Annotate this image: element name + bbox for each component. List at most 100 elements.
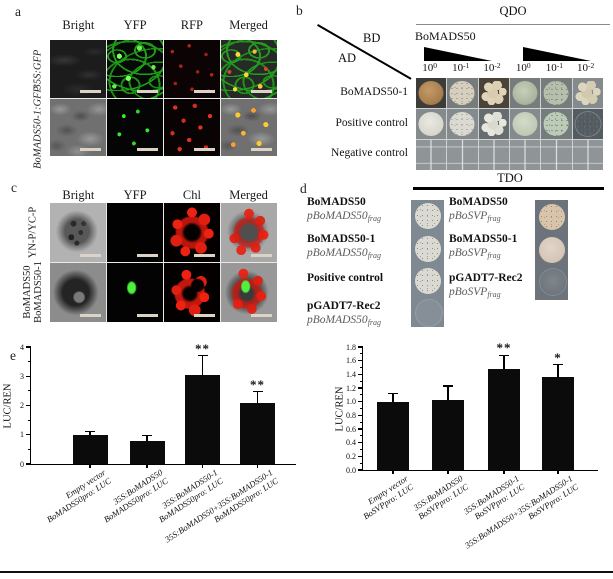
yeast-plate-cell bbox=[541, 109, 572, 139]
yeast-colony-pink-solid bbox=[538, 237, 565, 263]
plasmid-label: pBoSVPfrag bbox=[449, 209, 501, 224]
scale-bar bbox=[194, 89, 215, 93]
y-axis-minor-tick bbox=[360, 462, 363, 464]
y-tick-label: 0.6 bbox=[346, 424, 356, 434]
yeast-plate-cell bbox=[416, 140, 447, 170]
error-bar-line bbox=[146, 435, 148, 441]
y-tick-label: 1.4 bbox=[346, 369, 356, 379]
bar bbox=[72, 434, 108, 465]
plasmid-label: pBoMADS50frag bbox=[307, 246, 382, 261]
significance-label: ** bbox=[250, 376, 265, 392]
y-tick-label: 0.2 bbox=[346, 451, 356, 461]
column-header: RFP bbox=[180, 18, 204, 32]
media-label-qdo: QDO bbox=[499, 4, 527, 18]
bar bbox=[240, 402, 275, 464]
scale-bar bbox=[251, 148, 272, 151]
column-header: Bright bbox=[62, 188, 95, 202]
micro-image-rfp-dots bbox=[164, 98, 220, 156]
error-bar-line bbox=[557, 364, 559, 378]
y-tick-label: 1 bbox=[20, 430, 24, 440]
yeast-colony-pale-clumps bbox=[575, 81, 601, 105]
yeast-colony-dark-faint bbox=[538, 268, 567, 296]
error-bar-cap bbox=[443, 385, 453, 387]
tdo-underline bbox=[413, 187, 604, 190]
scale-bar bbox=[251, 254, 272, 257]
yeast-colony-white-solid bbox=[418, 112, 444, 136]
ad-label: AD bbox=[338, 51, 357, 65]
y-axis-minor-tick bbox=[28, 419, 31, 421]
row-label-line: BoMADS50 bbox=[22, 265, 33, 319]
construct-name-label: BoMADS50-1 bbox=[449, 233, 518, 245]
yeast-colony-green-speckled bbox=[543, 81, 569, 105]
plasmid-label: pBoSVPfrag bbox=[449, 285, 501, 300]
dilution-label: 10-1 bbox=[545, 60, 564, 75]
plasmid-label: pBoSVPfrag bbox=[449, 246, 501, 261]
error-bar-line bbox=[447, 386, 449, 400]
micro-image-cblack bbox=[107, 203, 163, 262]
column-header: YFP bbox=[123, 188, 147, 202]
micro-image-grid bbox=[50, 203, 277, 322]
yeast-plate-cell bbox=[541, 140, 572, 170]
y-tick-label: 0.4 bbox=[346, 438, 356, 448]
bar bbox=[185, 374, 220, 464]
y-axis-minor-tick bbox=[360, 367, 363, 368]
yeast-colony-green-solid bbox=[512, 81, 538, 105]
column-header: Merged bbox=[229, 188, 268, 202]
yeast-strip bbox=[411, 200, 444, 327]
yeast-colony-palegreen-solid bbox=[512, 112, 538, 136]
yeast-plate-cell bbox=[572, 78, 603, 108]
error-bar-line bbox=[89, 431, 91, 435]
yeast-colony-ghost bbox=[414, 299, 443, 327]
y-tick-label: 0 bbox=[20, 459, 24, 469]
dilution-label: 100 bbox=[422, 60, 437, 75]
yeast-plate-cell bbox=[478, 78, 509, 108]
bar bbox=[377, 401, 409, 470]
y-axis-tick bbox=[26, 463, 31, 465]
x-axis-tick bbox=[557, 470, 559, 474]
y-axis-label: LUC/REN bbox=[333, 386, 345, 431]
figure-bottom-rule bbox=[0, 571, 613, 573]
panel-d-letter: d bbox=[300, 181, 307, 196]
scale-bar bbox=[137, 89, 158, 93]
column-header: Merged bbox=[229, 18, 268, 32]
scale-bar bbox=[194, 148, 215, 151]
x-axis-tick bbox=[201, 464, 204, 468]
x-axis-tick bbox=[256, 464, 259, 468]
dilution-label: 10-1 bbox=[452, 60, 470, 75]
micro-image-bright-dark bbox=[50, 40, 106, 98]
construct-name-label: BoMADS50 bbox=[307, 196, 366, 208]
yeast-plate-cell bbox=[541, 78, 572, 108]
plasmid-label: pBoMADS50frag bbox=[307, 313, 382, 328]
yeast-colony-faint-ring bbox=[574, 111, 602, 137]
bar bbox=[432, 399, 464, 470]
row-label-line: BoMADS50-1 bbox=[33, 261, 44, 324]
panel-a-letter: a bbox=[15, 4, 21, 19]
micro-image-grid bbox=[50, 40, 277, 156]
bar bbox=[488, 368, 520, 470]
qdo-underline bbox=[416, 24, 610, 25]
micro-image-merged-network bbox=[221, 40, 277, 98]
micro-image-cchl1 bbox=[164, 203, 220, 262]
error-bar-cap bbox=[388, 392, 398, 395]
scale-bar bbox=[137, 314, 158, 317]
error-bar-cap bbox=[85, 431, 95, 433]
micro-image-cchl2 bbox=[164, 263, 220, 322]
y-axis-tick bbox=[358, 442, 363, 444]
significance-label: * bbox=[554, 349, 562, 365]
scale-bar bbox=[194, 314, 215, 317]
y-axis-minor-tick bbox=[28, 448, 31, 450]
micro-image-yfp-network bbox=[107, 40, 163, 98]
scale-bar bbox=[80, 254, 101, 257]
yeast-colony-cream-speckled bbox=[449, 81, 475, 105]
error-bar-line bbox=[392, 393, 394, 402]
y-tick-label: 3 bbox=[20, 371, 24, 381]
bar-chart: 0.0 0.2 0.4 0.6 0.8 1.0 1.2 1.4 1.6 1.8 LUC/REN Emp… bbox=[334, 340, 598, 550]
micro-image-merged-dots bbox=[221, 98, 277, 156]
plasmid-label: pBoMADS50frag bbox=[307, 209, 382, 224]
yeast-colony-white-speckled bbox=[414, 268, 441, 294]
significance-label: ** bbox=[195, 340, 210, 356]
dilution-gradient-triangle bbox=[424, 47, 492, 61]
yeast-plate-cell bbox=[478, 140, 509, 170]
x-axis-tick bbox=[447, 470, 449, 474]
error-bar-cap bbox=[197, 355, 208, 357]
